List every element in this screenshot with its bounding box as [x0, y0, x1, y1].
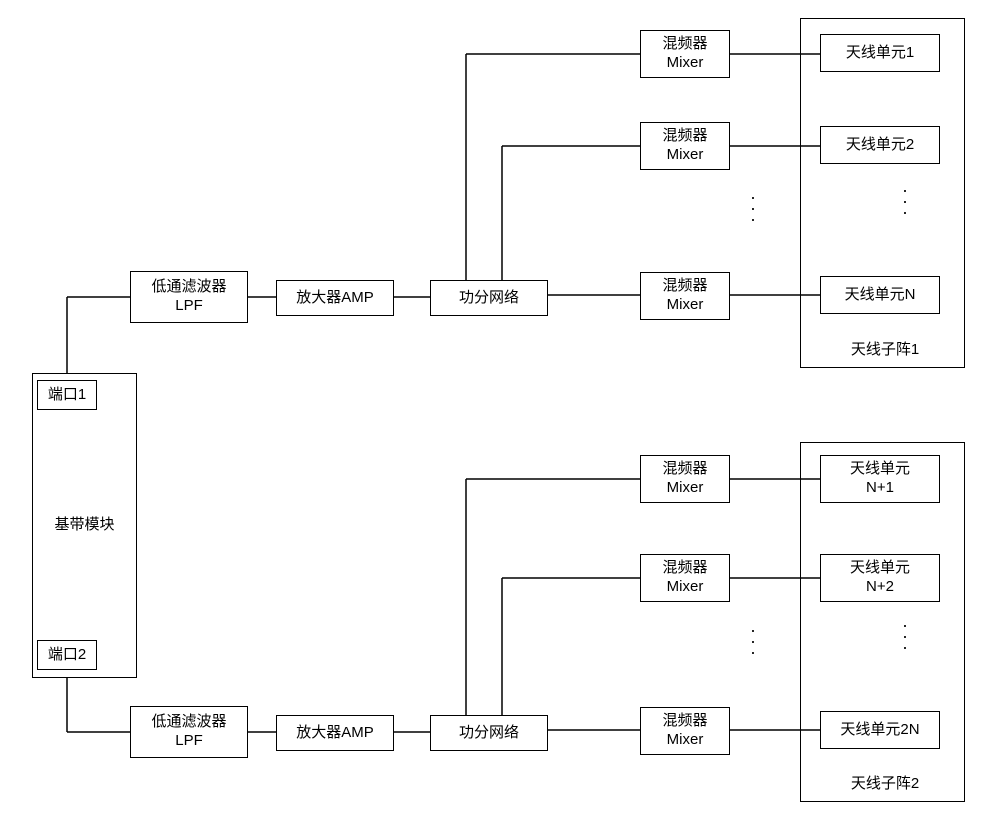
splitter-2: 功分网络 — [430, 715, 548, 751]
amp-2: 放大器AMP — [276, 715, 394, 751]
antenna-2-1-line1: 天线单元 — [850, 460, 910, 479]
mixer-2-2-line1: 混频器 — [662, 559, 707, 578]
mixer-2-2-line2: Mixer — [667, 578, 704, 597]
mixer-2-1: 混频器 Mixer — [640, 455, 730, 503]
subarray-1-label: 天线子阵1 — [840, 338, 930, 359]
port-1-label: 端口1 — [48, 386, 86, 405]
mixer-2-1-line1: 混频器 — [662, 460, 707, 479]
antenna-2-2-line2: N+2 — [866, 578, 894, 597]
antenna-1-1: 天线单元1 — [820, 34, 940, 72]
splitter-1-label: 功分网络 — [459, 289, 519, 308]
antenna-1-n: 天线单元N — [820, 276, 940, 314]
antenna-2-1-line2: N+1 — [866, 479, 894, 498]
antenna-dots-2: ··· — [900, 620, 910, 652]
lpf-2-line1: 低通滤波器 — [151, 713, 226, 732]
mixer-dots-2: ··· — [748, 625, 758, 657]
port-2-label: 端口2 — [48, 646, 86, 665]
mixer-2-2: 混频器 Mixer — [640, 554, 730, 602]
mixer-1-n: 混频器 Mixer — [640, 272, 730, 320]
mixer-1-2: 混频器 Mixer — [640, 122, 730, 170]
amp-2-label: 放大器AMP — [296, 724, 374, 743]
baseband-label: 基带模块 — [54, 516, 114, 535]
amp-1: 放大器AMP — [276, 280, 394, 316]
antenna-1-1-label: 天线单元1 — [846, 44, 914, 63]
mixer-1-n-line1: 混频器 — [662, 277, 707, 296]
mixer-2-1-line2: Mixer — [667, 479, 704, 498]
mixer-2-n-line1: 混频器 — [662, 712, 707, 731]
port-1: 端口1 — [37, 380, 97, 410]
antenna-2-2-line1: 天线单元 — [850, 559, 910, 578]
antenna-2-1: 天线单元 N+1 — [820, 455, 940, 503]
lpf-1: 低通滤波器 LPF — [130, 271, 248, 323]
mixer-1-1-line2: Mixer — [667, 54, 704, 73]
mixer-2-n-line2: Mixer — [667, 731, 704, 750]
antenna-1-2-label: 天线单元2 — [846, 136, 914, 155]
amp-1-label: 放大器AMP — [296, 289, 374, 308]
baseband-module: 基带模块 — [32, 373, 137, 678]
port-2: 端口2 — [37, 640, 97, 670]
lpf-2: 低通滤波器 LPF — [130, 706, 248, 758]
mixer-1-2-line2: Mixer — [667, 146, 704, 165]
antenna-2-2: 天线单元 N+2 — [820, 554, 940, 602]
antenna-2-n-label: 天线单元2N — [840, 721, 919, 740]
antenna-1-n-label: 天线单元N — [845, 286, 916, 305]
mixer-1-n-line2: Mixer — [667, 296, 704, 315]
mixer-1-1-line1: 混频器 — [662, 35, 707, 54]
antenna-2-n: 天线单元2N — [820, 711, 940, 749]
mixer-2-n: 混频器 Mixer — [640, 707, 730, 755]
splitter-2-label: 功分网络 — [459, 724, 519, 743]
splitter-1: 功分网络 — [430, 280, 548, 316]
subarray-2-label: 天线子阵2 — [840, 772, 930, 793]
antenna-dots-1: ··· — [900, 185, 910, 217]
lpf-1-line1: 低通滤波器 — [151, 278, 226, 297]
antenna-1-2: 天线单元2 — [820, 126, 940, 164]
mixer-1-2-line1: 混频器 — [662, 127, 707, 146]
lpf-2-line2: LPF — [175, 732, 203, 751]
lpf-1-line2: LPF — [175, 297, 203, 316]
mixer-dots-1: ··· — [748, 192, 758, 224]
mixer-1-1: 混频器 Mixer — [640, 30, 730, 78]
